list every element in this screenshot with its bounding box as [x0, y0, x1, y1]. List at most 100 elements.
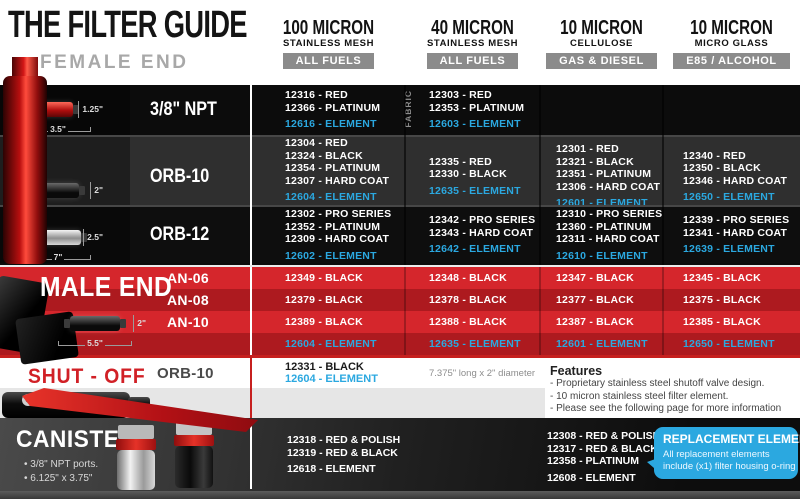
- part-number: 12339 - PRO SERIES: [683, 214, 790, 227]
- diameter-dimension: 2": [133, 315, 146, 332]
- divider: [404, 85, 406, 265]
- part-number: 12385 - BLACK: [683, 315, 761, 328]
- diameter-dimension: 2": [90, 182, 103, 199]
- fuel-badge: GAS & DIESEL: [546, 53, 657, 69]
- part-number: 12303 - RED: [429, 89, 492, 102]
- cell-orb12-10micron-glass: 12339 - PRO SERIES 12341 - HARD COAT 126…: [663, 207, 800, 263]
- media-type: MICRO GLASS: [694, 38, 769, 49]
- filter-body-graphic: [64, 316, 126, 331]
- row-label-cell: 3/8" NPT: [130, 85, 252, 135]
- row-label: ORB-10: [150, 165, 210, 187]
- cell-npt-10micron-cellulose-empty: [540, 85, 663, 135]
- part-number: 12340 - RED: [683, 149, 746, 162]
- callout-tail: [647, 457, 661, 474]
- table-row-an08: AN-08 12379 - BLACK 12378 - BLACK 12377 …: [0, 289, 800, 311]
- male-end-section: MALE END AN-06 12349 - BLACK 12348 - BLA…: [0, 265, 800, 365]
- row-label: ORB-10: [157, 364, 214, 382]
- part-number: 12379 - BLACK: [285, 293, 363, 306]
- female-end-section: 1.25" 3.5" 3/8" NPT 12316 - RED 12366 - …: [0, 85, 800, 265]
- part-number: 12375 - BLACK: [683, 293, 761, 306]
- canister-filters-photo: [116, 421, 214, 490]
- part-number: 12348 - BLACK: [429, 271, 507, 284]
- row-label-cell: ORB-12: [130, 207, 252, 263]
- length-dimension: 5.5": [58, 338, 132, 348]
- feature-item: - Please see the following page for more…: [550, 403, 782, 414]
- table-row-npt: 1.25" 3.5" 3/8" NPT 12316 - RED 12366 - …: [0, 85, 800, 135]
- part-number: 12358 - PLATINUM: [547, 455, 639, 467]
- table-row-an06: AN-06 12349 - BLACK 12348 - BLACK 12347 …: [0, 267, 800, 289]
- part-number: 12347 - BLACK: [556, 271, 634, 284]
- table-row-an10: AN-10 12389 - BLACK 12388 - BLACK 12387 …: [0, 311, 800, 333]
- callout-line: All replacement elements: [663, 449, 770, 460]
- shutoff-valve-photo: [2, 388, 258, 432]
- part-number: 12377 - BLACK: [556, 293, 634, 306]
- element-number: 12618 - ELEMENT: [287, 463, 376, 475]
- red-filter-photo-neck: [12, 57, 38, 79]
- part-number: 12353 - PLATINUM: [429, 101, 525, 114]
- part-number: 12306 - HARD COAT: [556, 180, 661, 193]
- part-number: 12389 - BLACK: [285, 315, 363, 328]
- length-value: 7": [53, 252, 63, 262]
- callout-title: REPLACEMENT ELEMENTS: [663, 432, 800, 446]
- header: THE FILTER GUIDE FEMALE END 100 MICRON S…: [0, 0, 800, 85]
- divider: [539, 85, 541, 265]
- canister-specs: 3/8" NPT ports. 6.125" x 3.75": [24, 458, 98, 486]
- part-number: 12351 - PLATINUM: [556, 168, 652, 181]
- part-number: 12331 - BLACK: [285, 360, 364, 373]
- column-header-100-micron: 100 MICRON STAINLESS MESH ALL FUELS: [252, 0, 405, 85]
- page-title: THE FILTER GUIDE: [8, 4, 247, 46]
- cell-npt-40micron: FABRIC 12303 - RED 12353 - PLATINUM 1260…: [403, 85, 540, 135]
- bottom-strip: [0, 491, 800, 499]
- part-number: 12319 - RED & BLACK: [287, 446, 398, 459]
- column-header-40-micron: 40 MICRON STAINLESS MESH ALL FUELS: [405, 0, 540, 85]
- feature-item: - Proprietary stainless steel shutoff va…: [550, 378, 765, 389]
- element-number: 12650 - ELEMENT: [683, 191, 775, 203]
- cell-orb12-10micron-cellulose: 12310 - PRO SERIES 12360 - PLATINUM 1231…: [540, 207, 663, 263]
- spec-item: 3/8" NPT ports.: [24, 458, 98, 472]
- cell-orb10-10micron-cellulose: 12301 - RED 12321 - BLACK 12351 - PLATIN…: [540, 137, 663, 216]
- part-number: 12301 - RED: [556, 143, 619, 156]
- row-label: 3/8" NPT: [150, 99, 217, 120]
- red-filter-photo: [3, 76, 47, 264]
- callout-body: All replacement elements include (x1) fi…: [663, 449, 796, 472]
- male-end-title: MALE END: [40, 271, 173, 302]
- part-number: 12308 - RED & POLISH: [547, 430, 661, 442]
- part-number: 12302 - PRO SERIES: [285, 208, 392, 220]
- divider: [250, 358, 252, 418]
- fuel-badge: E85 / ALCOHOL: [673, 53, 790, 69]
- divider: [539, 267, 541, 355]
- table-row-shutoff-orb10: ORB-10 12331 - BLACK 12604 - ELEMENT 7.3…: [0, 358, 800, 388]
- column-header-10-micron-cellulose: 10 MICRON CELLULOSE GAS & DIESEL: [540, 0, 663, 85]
- divider: [250, 267, 252, 355]
- micron-rating: 100 MICRON: [282, 17, 375, 39]
- part-number: 12354 - PLATINUM: [285, 162, 381, 174]
- element-number: 12616 - ELEMENT: [285, 118, 377, 131]
- element-number: 12608 - ELEMENT: [547, 471, 636, 484]
- cell-canister-10micron-cellulose: 12308 - RED & POLISH 12317 - RED & BLACK…: [547, 430, 660, 484]
- spec-item: 6.125" x 3.75": [24, 472, 98, 486]
- part-number: 12378 - BLACK: [429, 293, 507, 306]
- canister-title: CANISTER: [16, 426, 137, 453]
- part-number: 12318 - RED & POLISH: [287, 434, 401, 446]
- part-number: 12309 - HARD COAT: [285, 233, 390, 245]
- part-number: 12388 - BLACK: [429, 315, 507, 328]
- divider: [404, 267, 406, 355]
- table-row-male-elements: 12604 - ELEMENT 12635 - ELEMENT 12601 - …: [0, 333, 800, 355]
- length-value: 3.5": [50, 124, 66, 134]
- filter-diagram-male: 2" 5.5": [52, 307, 154, 349]
- part-number: 12324 - BLACK: [285, 149, 363, 162]
- dimensions-note: 7.375" long x 2" diameter: [429, 367, 536, 379]
- cell-npt-10micron-glass-empty: [663, 85, 800, 135]
- cell-orb10-10micron-glass: 12340 - RED 12350 - BLACK 12346 - HARD C…: [663, 137, 800, 216]
- part-number: 12387 - BLACK: [556, 315, 634, 328]
- diameter-dimension: 1.25": [78, 101, 103, 118]
- part-number: 12366 - PLATINUM: [285, 101, 381, 114]
- element-number: 12601 - ELEMENT: [556, 337, 648, 350]
- part-number: 12310 - PRO SERIES: [556, 208, 663, 220]
- length-value: 5.5": [87, 338, 103, 348]
- part-number: 12317 - RED & BLACK: [547, 442, 658, 455]
- fuel-badge: ALL FUELS: [426, 53, 519, 69]
- cell-orb12-40micron: 12342 - PRO SERIES 12343 - HARD COAT 126…: [405, 207, 540, 263]
- part-number: 12346 - HARD COAT: [683, 174, 788, 187]
